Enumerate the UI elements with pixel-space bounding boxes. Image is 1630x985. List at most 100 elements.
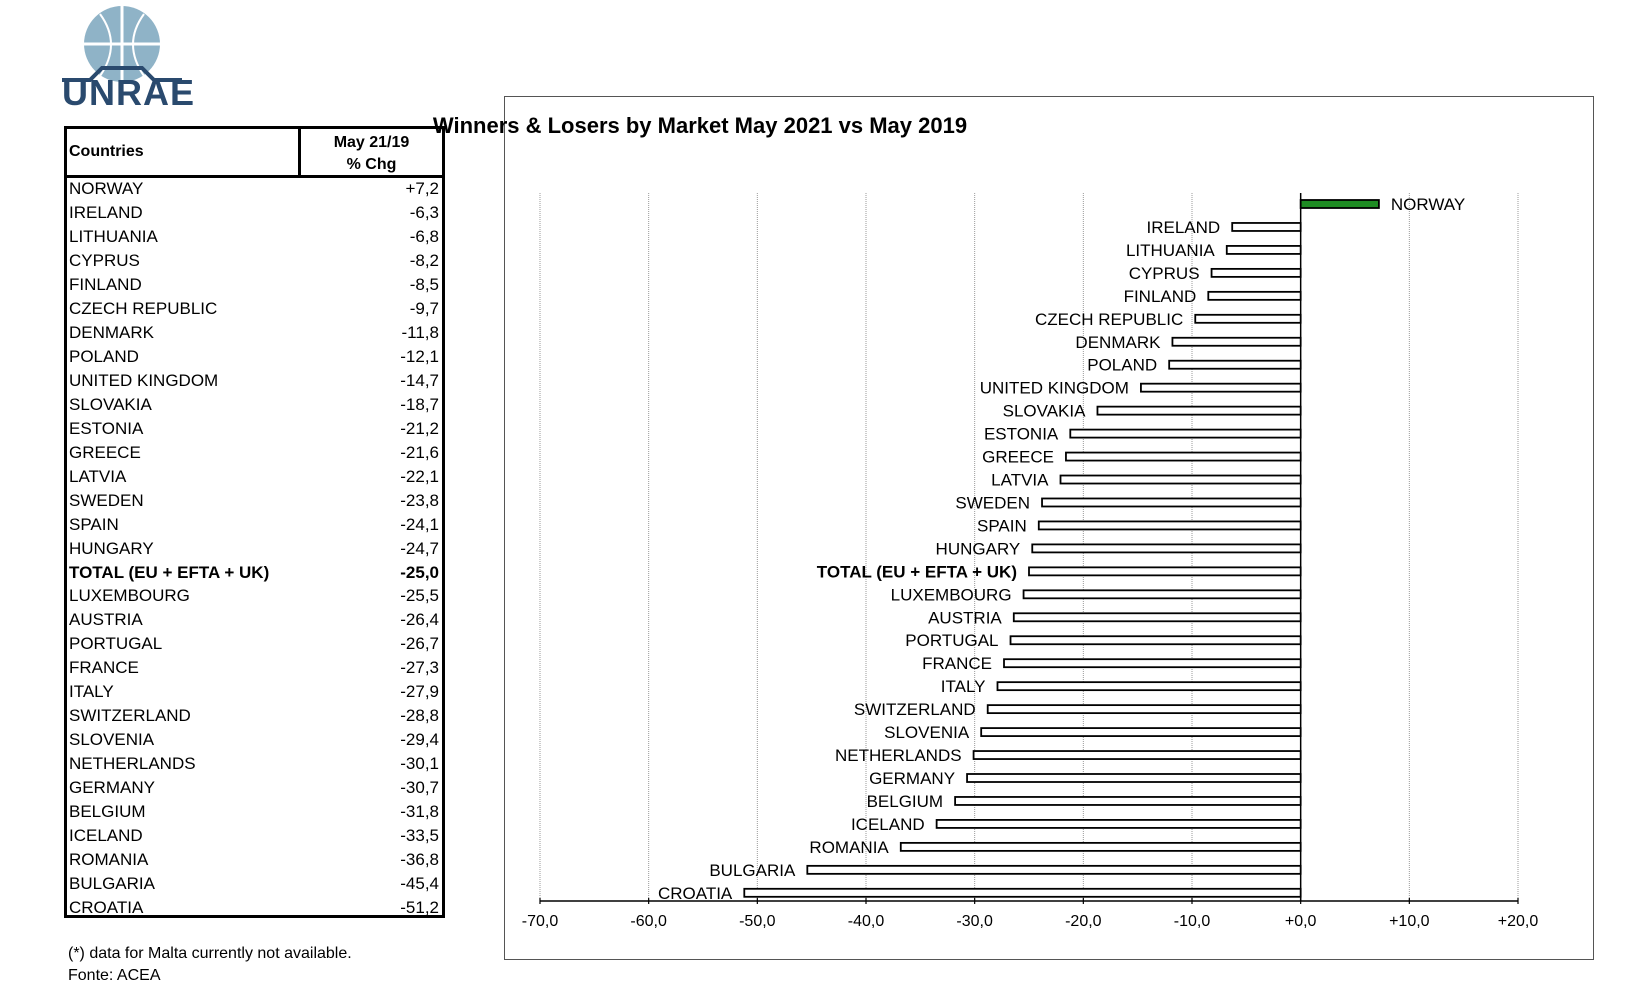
bar bbox=[806, 864, 1302, 875]
row-value: -8,2 bbox=[409, 250, 439, 270]
bar-label: UNITED KINGDOM bbox=[980, 379, 1129, 398]
row-country: SLOVAKIA bbox=[69, 394, 152, 414]
table-row: PORTUGAL -26,7 bbox=[67, 633, 442, 657]
row-country: BELGIUM bbox=[69, 802, 146, 822]
row-value: -27,9 bbox=[400, 682, 439, 702]
chart-frame bbox=[504, 96, 1594, 960]
row-value: -8,5 bbox=[409, 274, 439, 294]
row-country: SWEDEN bbox=[69, 490, 144, 510]
bar-label: AUSTRIA bbox=[928, 608, 1002, 627]
table-row: UNITED KINGDOM -14,7 bbox=[67, 370, 442, 394]
bar bbox=[1041, 497, 1302, 508]
row-value: -24,1 bbox=[400, 514, 439, 534]
row-value: -12,1 bbox=[400, 346, 439, 366]
bar bbox=[966, 773, 1302, 783]
header-change: May 21/19 % Chg bbox=[301, 132, 442, 176]
row-country: PORTUGAL bbox=[69, 634, 163, 654]
row-country: SLOVENIA bbox=[69, 730, 155, 750]
bar-label: SWITZERLAND bbox=[854, 700, 976, 719]
row-country: AUSTRIA bbox=[69, 610, 143, 630]
table-row: TOTAL (EU + EFTA + UK) -25,0 bbox=[67, 562, 442, 586]
bar-label: GERMANY bbox=[869, 769, 955, 788]
row-value: -22,1 bbox=[400, 466, 439, 486]
table-row: HUNGARY -24,7 bbox=[67, 538, 442, 562]
bar bbox=[986, 704, 1302, 715]
row-value: -28,8 bbox=[400, 706, 439, 726]
row-value: -26,4 bbox=[400, 610, 439, 630]
row-value: -33,5 bbox=[400, 826, 439, 846]
x-tick-label: -30,0 bbox=[956, 913, 993, 930]
row-country: SPAIN bbox=[69, 514, 119, 534]
bar-label: GREECE bbox=[982, 448, 1054, 467]
row-country: GERMANY bbox=[69, 778, 155, 798]
bar-label: DENMARK bbox=[1075, 333, 1161, 352]
bar-label: CYPRUS bbox=[1129, 264, 1200, 283]
table-row: LATVIA -22,1 bbox=[67, 466, 442, 490]
bar-label: LUXEMBOURG bbox=[891, 585, 1012, 604]
x-tick-label: +10,0 bbox=[1389, 913, 1430, 930]
bar-label: LATVIA bbox=[991, 471, 1049, 490]
row-value: -27,3 bbox=[400, 658, 439, 678]
bar bbox=[1140, 382, 1302, 393]
bar bbox=[1210, 267, 1302, 278]
table-row: DENMARK -11,8 bbox=[67, 322, 442, 346]
bar-label: SWEDEN bbox=[955, 493, 1030, 512]
bar bbox=[1065, 451, 1302, 462]
table-row: GERMANY -30,7 bbox=[67, 777, 442, 801]
bar bbox=[899, 841, 1302, 852]
row-country: ESTONIA bbox=[69, 418, 144, 438]
table-row: FINLAND -8,5 bbox=[67, 274, 442, 298]
row-country: IRELAND bbox=[69, 202, 143, 222]
table-row: NETHERLANDS -30,1 bbox=[67, 753, 442, 777]
bar bbox=[1171, 336, 1302, 347]
row-country: ICELAND bbox=[69, 826, 143, 846]
row-country: LITHUANIA bbox=[69, 226, 158, 246]
bar-label: POLAND bbox=[1087, 356, 1157, 375]
row-value: -23,8 bbox=[400, 490, 439, 510]
row-value: -45,4 bbox=[400, 874, 439, 894]
row-value: -25,5 bbox=[400, 586, 439, 606]
row-country: FRANCE bbox=[69, 658, 139, 678]
row-country: NETHERLANDS bbox=[69, 754, 196, 774]
market-change-table: Countries May 21/19 % Chg NORWAY +7,2 IREL… bbox=[64, 126, 445, 918]
bar bbox=[1031, 543, 1302, 554]
footnote: (*) data for Malta currently not availab… bbox=[68, 945, 352, 962]
row-country: LUXEMBOURG bbox=[69, 586, 190, 606]
row-value: -6,8 bbox=[409, 226, 439, 246]
header-change-line2: % Chg bbox=[346, 156, 397, 173]
bar bbox=[1207, 290, 1302, 301]
bar bbox=[1028, 566, 1302, 577]
bar-label: TOTAL (EU + EFTA + UK) bbox=[817, 562, 1017, 581]
row-value: -51,2 bbox=[400, 898, 439, 918]
row-country: UNITED KINGDOM bbox=[69, 370, 219, 390]
bar-label: ITALY bbox=[941, 677, 986, 696]
source-note: Fonte: ACEA bbox=[68, 967, 161, 984]
row-value: -24,7 bbox=[400, 538, 439, 558]
table-row: CZECH REPUBLIC -9,7 bbox=[67, 298, 442, 322]
row-country: TOTAL (EU + EFTA + UK) bbox=[69, 562, 270, 582]
table-row: CROATIA -51,2 bbox=[67, 897, 442, 921]
bar bbox=[1225, 245, 1302, 255]
bar-label: NORWAY bbox=[1391, 195, 1465, 214]
row-country: POLAND bbox=[69, 346, 139, 366]
row-value: -11,8 bbox=[401, 322, 440, 342]
bar-label: CROATIA bbox=[658, 884, 733, 903]
bar-label: NETHERLANDS bbox=[835, 746, 962, 765]
table-row: IRELAND -6,3 bbox=[67, 202, 442, 226]
row-value: -21,2 bbox=[400, 418, 439, 438]
bar bbox=[1069, 428, 1302, 439]
bar-label: SLOVENIA bbox=[884, 723, 970, 742]
row-country: HUNGARY bbox=[69, 538, 154, 558]
row-value: -30,7 bbox=[400, 778, 439, 798]
bar bbox=[1037, 520, 1302, 531]
table-row: SLOVENIA -29,4 bbox=[67, 729, 442, 753]
row-country: GREECE bbox=[69, 442, 141, 462]
row-value: -25,0 bbox=[400, 562, 439, 582]
header-countries: Countries bbox=[69, 143, 144, 160]
bar-label: ESTONIA bbox=[984, 425, 1059, 444]
row-country: CROATIA bbox=[69, 898, 144, 918]
row-country: CZECH REPUBLIC bbox=[69, 298, 218, 318]
row-value: -18,7 bbox=[400, 394, 439, 414]
bar bbox=[1012, 612, 1302, 623]
